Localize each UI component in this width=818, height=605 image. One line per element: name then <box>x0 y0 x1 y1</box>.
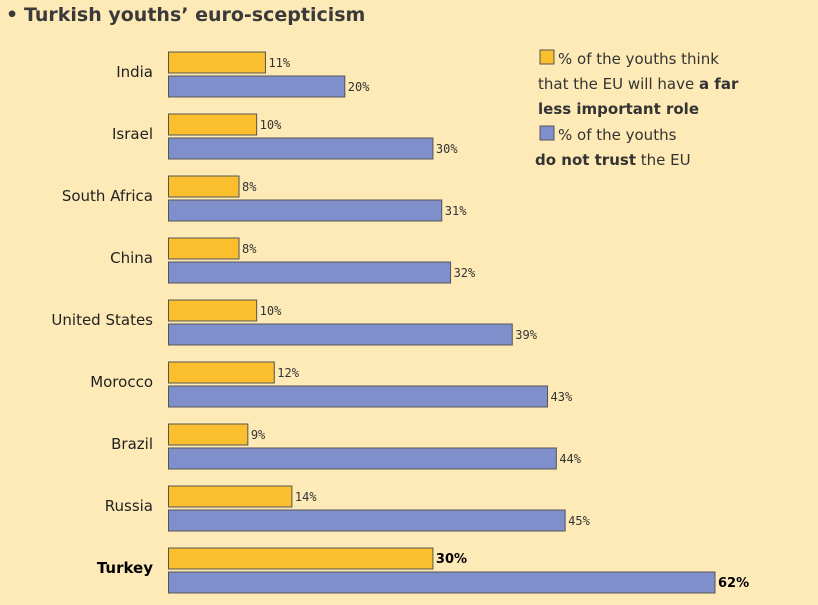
legend-swatch-series-1 <box>539 49 555 65</box>
bar-brazil-series-1 <box>168 423 249 446</box>
bar-turkey-series-1 <box>168 547 434 570</box>
bar-united-states-series-2 <box>168 323 513 346</box>
bar-south-africa-series-2 <box>168 199 443 222</box>
bar-india-series-2 <box>168 75 346 98</box>
value-label-brazil-series-1: 9% <box>251 428 266 442</box>
legend-text-series-1-line-3: less important role <box>538 100 699 118</box>
value-label-turkey-series-1: 30% <box>436 552 467 567</box>
value-label-russia-series-2: 45% <box>568 514 590 528</box>
category-label-russia: Russia <box>105 497 153 515</box>
category-label-south-africa: South Africa <box>62 187 153 205</box>
legend-text-series-2-line-2: do not trust the EU <box>535 151 691 169</box>
bar-israel-series-1 <box>168 113 258 136</box>
title-bullet: • <box>6 4 18 26</box>
value-label-israel-series-1: 10% <box>260 118 282 132</box>
bar-china-series-2 <box>168 261 452 284</box>
category-label-morocco: Morocco <box>90 373 153 391</box>
bar-china-series-1 <box>168 237 240 260</box>
value-label-brazil-series-2: 44% <box>559 452 581 466</box>
value-label-india-series-2: 20% <box>348 80 370 94</box>
legend-text-series-2-line-1: % of the youths <box>558 126 677 144</box>
legend-text-series-1-line-2: that the EU will have a far <box>538 75 739 93</box>
category-label-israel: Israel <box>112 125 153 143</box>
bar-morocco-series-1 <box>168 361 275 384</box>
value-label-israel-series-2: 30% <box>436 142 458 156</box>
bar-india-series-1 <box>168 51 266 74</box>
bar-united-states-series-1 <box>168 299 258 322</box>
value-label-morocco-series-2: 43% <box>551 390 573 404</box>
bars: India 11% 20% Israel 10% 30% South Africa 8% 31%… <box>51 51 749 594</box>
legend: % of the youths think that the EU will ha… <box>535 49 739 169</box>
value-label-morocco-series-1: 12% <box>277 366 299 380</box>
chart-title: • Turkish youths’ euro-scepticism <box>6 4 365 26</box>
legend-swatch-series-2 <box>539 125 555 141</box>
value-label-china-series-1: 8% <box>242 242 257 256</box>
value-label-united-states-series-1: 10% <box>260 304 282 318</box>
category-label-china: China <box>110 249 153 267</box>
chart-title-text: Turkish youths’ euro-scepticism <box>24 4 365 26</box>
bar-brazil-series-2 <box>168 447 557 470</box>
value-label-turkey-series-2: 62% <box>718 576 749 591</box>
value-label-south-africa-series-2: 31% <box>445 204 467 218</box>
value-label-china-series-2: 32% <box>454 266 476 280</box>
value-label-russia-series-1: 14% <box>295 490 317 504</box>
bar-morocco-series-2 <box>168 385 549 408</box>
bar-turkey-series-2 <box>168 571 716 594</box>
category-label-united-states: United States <box>51 311 153 329</box>
value-label-united-states-series-2: 39% <box>515 328 537 342</box>
category-label-brazil: Brazil <box>111 435 153 453</box>
bar-south-africa-series-1 <box>168 175 240 198</box>
category-label-turkey: Turkey <box>97 559 153 577</box>
legend-text-series-1-line-1: % of the youths think <box>558 50 719 68</box>
bar-israel-series-2 <box>168 137 434 160</box>
bar-russia-series-2 <box>168 509 566 532</box>
value-label-south-africa-series-1: 8% <box>242 180 257 194</box>
bar-russia-series-1 <box>168 485 293 508</box>
category-label-india: India <box>116 63 153 81</box>
value-label-india-series-1: 11% <box>268 56 290 70</box>
